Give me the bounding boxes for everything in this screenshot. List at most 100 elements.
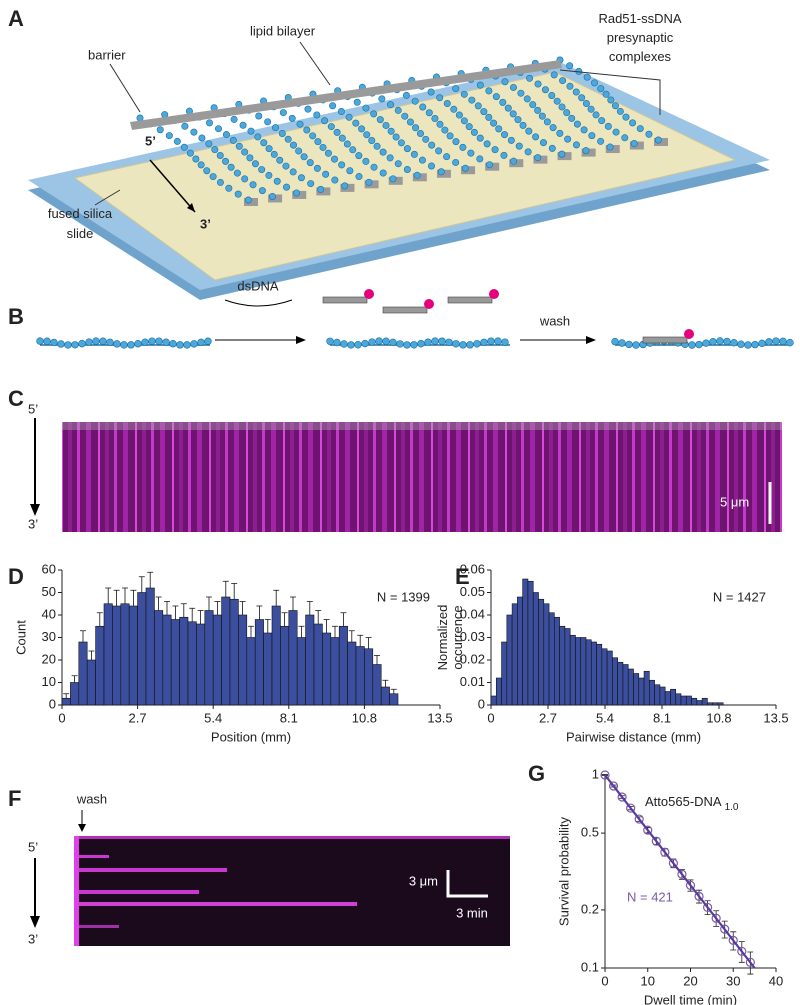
bead <box>534 154 542 162</box>
bar <box>527 580 534 706</box>
bead <box>205 140 213 148</box>
bar <box>221 596 231 706</box>
bar <box>543 603 550 706</box>
bar <box>86 659 96 706</box>
bead <box>517 89 525 97</box>
bead <box>340 340 348 348</box>
bar <box>580 637 587 706</box>
molecule <box>79 902 357 906</box>
bead <box>227 163 235 171</box>
bead <box>394 106 402 114</box>
bar <box>364 648 374 706</box>
y-tick-label: 30 <box>42 629 56 644</box>
bead <box>558 150 566 158</box>
bead <box>582 147 590 155</box>
bead <box>387 101 395 109</box>
bead <box>389 338 397 347</box>
bar <box>78 641 88 706</box>
bead <box>205 119 213 127</box>
y-tick-label: 20 <box>42 651 56 666</box>
bead <box>258 187 266 195</box>
bar <box>569 634 576 706</box>
dsdna <box>642 336 688 344</box>
bead <box>258 166 266 174</box>
bead <box>347 341 355 349</box>
strand-end: 3’ <box>200 216 211 231</box>
error-bar <box>105 587 112 604</box>
y-axis-label: occurrence <box>450 605 465 669</box>
bead <box>370 163 378 171</box>
bead <box>363 131 371 139</box>
bead <box>148 337 156 345</box>
arrow <box>149 159 196 213</box>
bar <box>538 598 545 706</box>
bead <box>134 340 142 348</box>
error-bar <box>348 630 355 642</box>
bead <box>591 79 599 87</box>
bead <box>559 77 567 85</box>
bar <box>701 697 708 706</box>
error-bar <box>390 688 397 694</box>
bead <box>490 119 498 127</box>
bead <box>441 126 449 134</box>
y-tick-label: 1 <box>592 766 599 781</box>
bead <box>438 337 446 345</box>
bead <box>354 341 362 349</box>
bead <box>338 161 346 169</box>
bead <box>141 338 149 346</box>
bead <box>501 78 509 86</box>
bead <box>459 341 467 349</box>
bead <box>106 338 114 347</box>
bar <box>522 578 529 706</box>
bead <box>504 104 512 112</box>
bead <box>566 82 574 90</box>
strand-end: 3’ <box>28 931 38 946</box>
bead <box>216 152 224 160</box>
panel-label: G <box>528 761 545 786</box>
bead <box>214 125 222 133</box>
bar <box>601 648 608 706</box>
molecule <box>79 868 227 872</box>
x-tick-label: 30 <box>726 973 740 988</box>
error-bar <box>189 607 196 622</box>
bead <box>597 85 605 93</box>
bead <box>470 128 478 136</box>
bead <box>573 120 581 128</box>
bead <box>602 90 610 98</box>
bead <box>113 340 121 348</box>
bead <box>352 119 360 127</box>
bead <box>343 140 351 148</box>
bar <box>187 621 197 706</box>
bead <box>645 130 653 138</box>
bar <box>103 603 113 706</box>
bar <box>170 619 180 706</box>
bead <box>541 86 549 94</box>
strand-end: 5’ <box>28 401 38 416</box>
bead <box>519 121 527 129</box>
bar <box>254 619 264 706</box>
bar <box>338 625 348 706</box>
bead <box>64 341 72 349</box>
error-bar <box>315 610 322 624</box>
bead <box>192 155 200 163</box>
bead <box>611 337 619 346</box>
bead <box>607 96 615 104</box>
bead <box>765 338 773 346</box>
bar <box>654 684 661 706</box>
bead <box>397 139 405 147</box>
bead <box>181 122 189 130</box>
bead <box>411 97 419 105</box>
x-tick-label: 8.1 <box>653 710 671 725</box>
bead <box>445 338 453 346</box>
point <box>626 803 636 813</box>
bead <box>249 181 257 189</box>
arrow-head <box>187 203 195 212</box>
error-bar <box>96 612 103 627</box>
barrier-edge <box>79 836 510 839</box>
bead <box>597 137 605 145</box>
bead <box>337 108 345 116</box>
bar <box>112 605 122 706</box>
bead <box>233 169 241 177</box>
bead <box>428 162 436 170</box>
bar <box>120 603 130 706</box>
